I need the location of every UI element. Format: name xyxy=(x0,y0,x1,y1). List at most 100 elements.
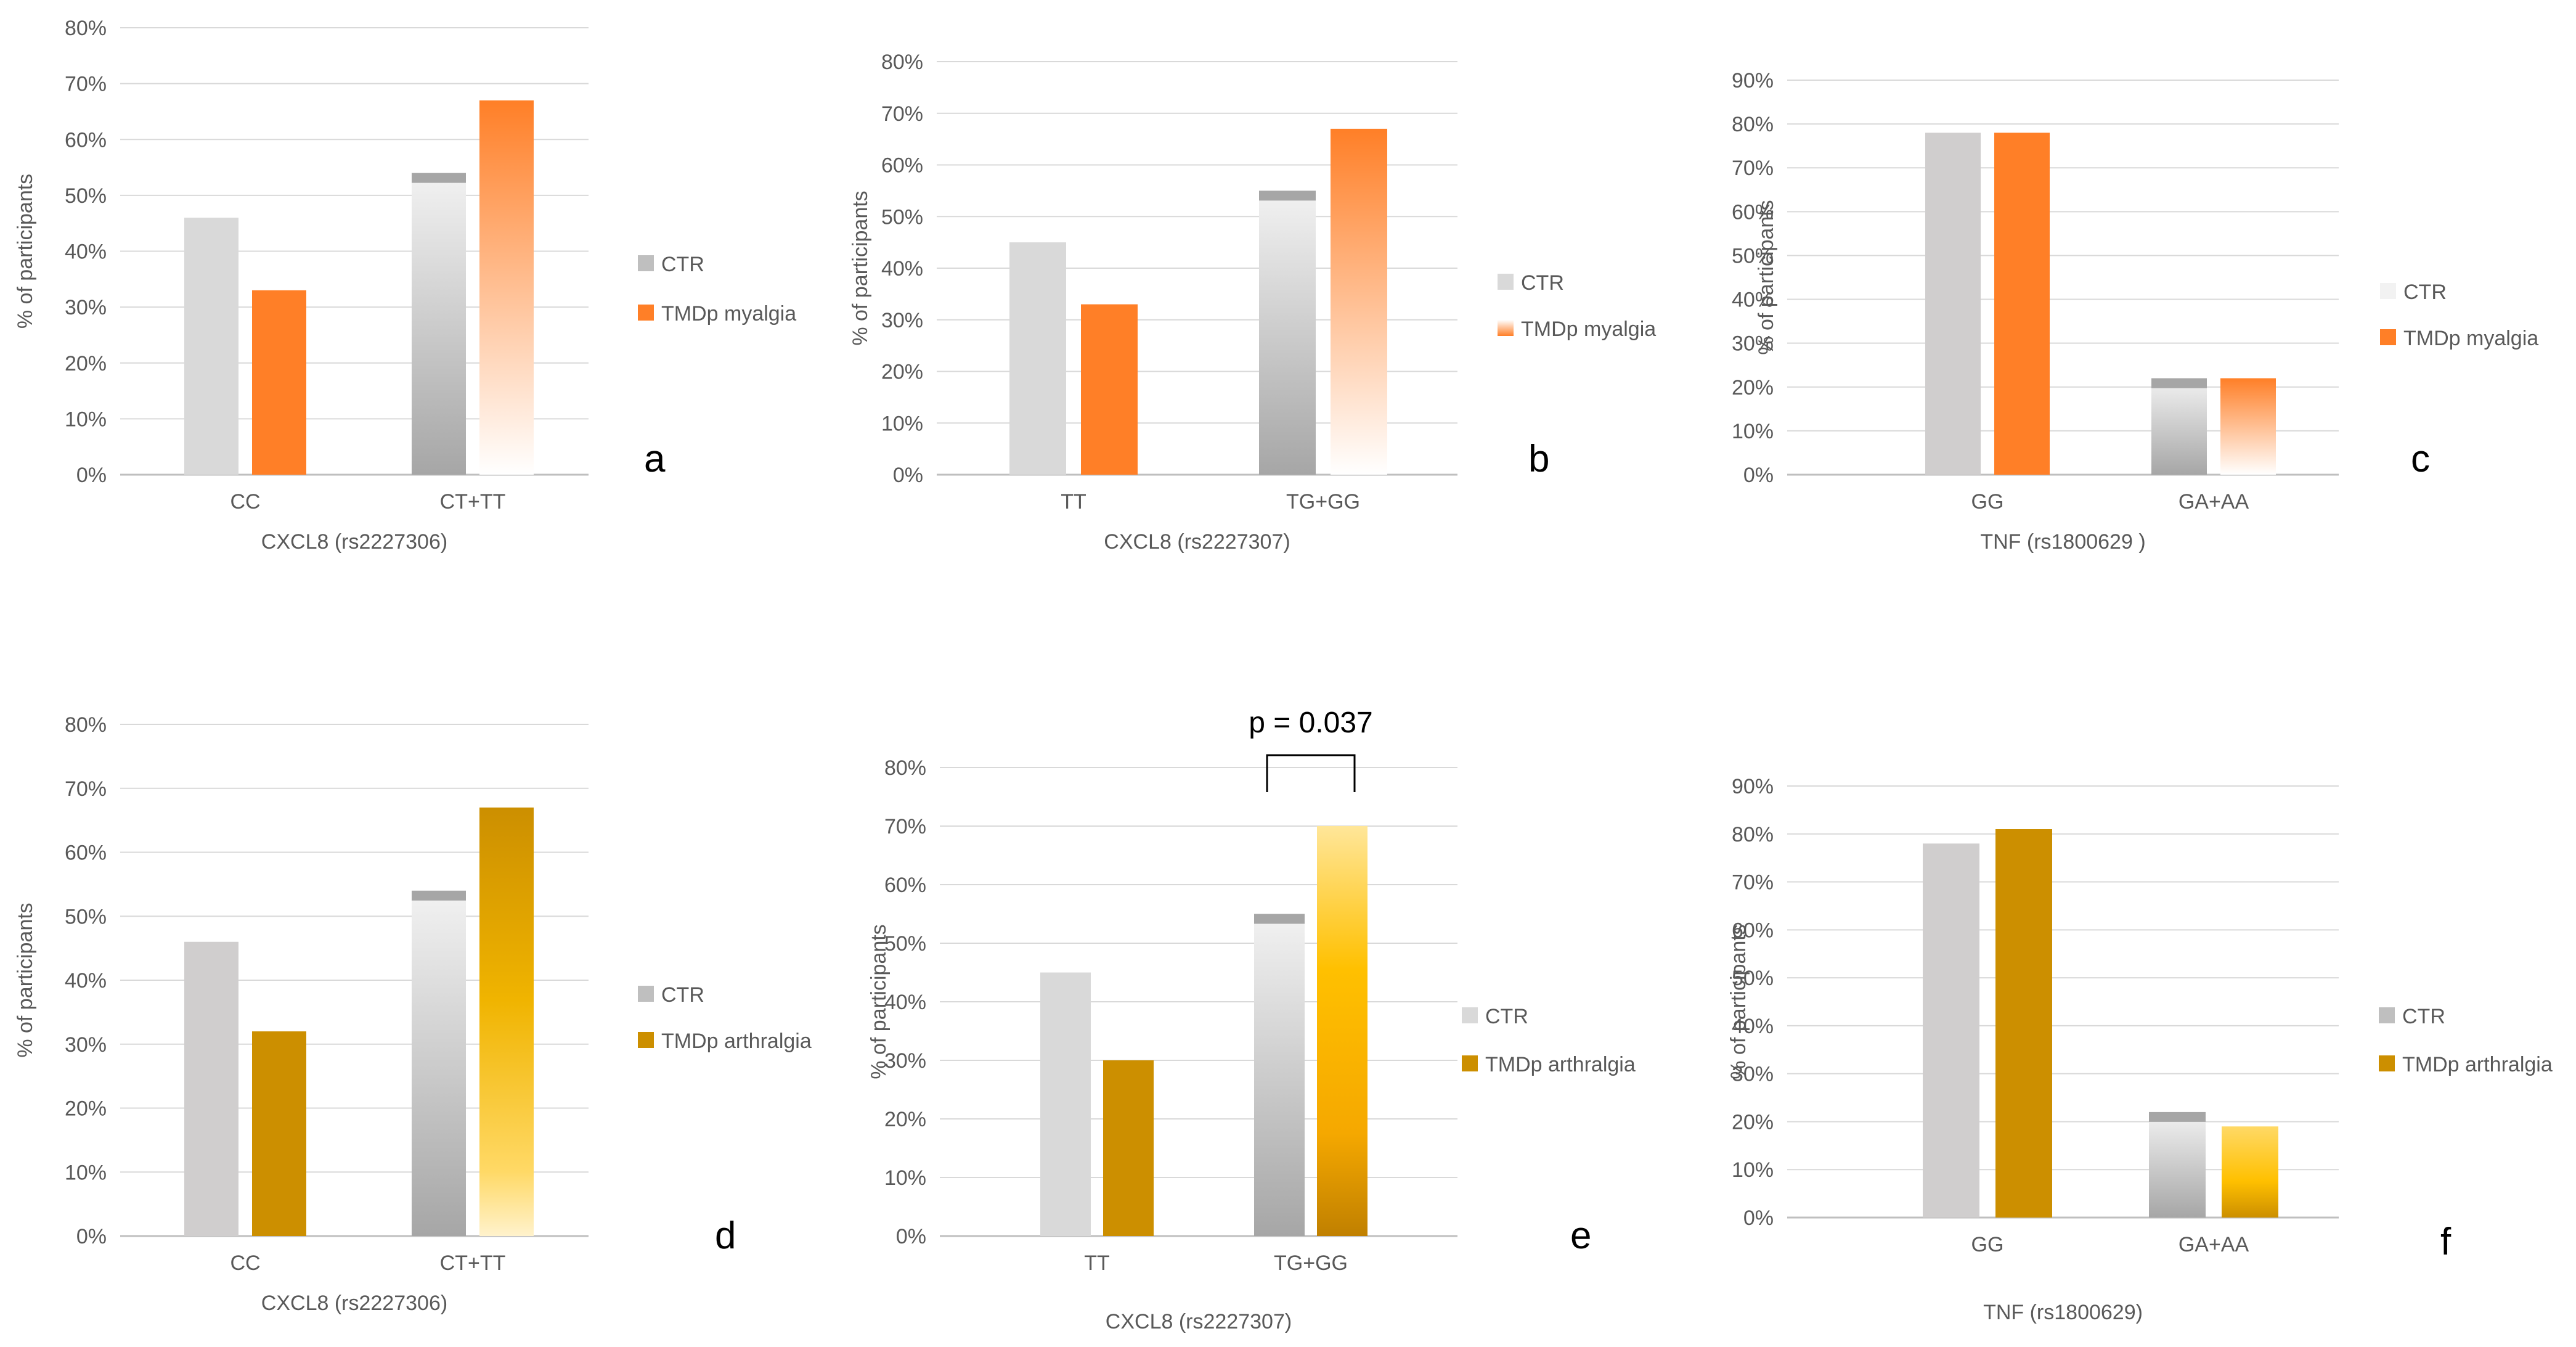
legend-label: CTR xyxy=(2402,1005,2445,1028)
bar-cap xyxy=(412,890,466,901)
y-tick-label: 0% xyxy=(1743,1206,1774,1230)
bar-cap xyxy=(412,173,466,183)
bar-tmdp xyxy=(1103,1060,1154,1236)
legend-swatch xyxy=(638,305,654,321)
x-tick-label: TT xyxy=(1084,1251,1110,1275)
y-tick-label: 40% xyxy=(1732,289,1774,312)
x-tick-label: CT+TT xyxy=(440,1251,506,1275)
bar-tmdp xyxy=(1331,128,1387,475)
y-tick-label: 80% xyxy=(881,51,923,74)
x-tick-label: TT xyxy=(1061,490,1086,514)
legend-label: CTR xyxy=(661,983,704,1007)
x-axis-label: TNF (rs1800629) xyxy=(1983,1301,2143,1324)
legend-label: TMDp arthralgia xyxy=(1485,1053,1636,1076)
bar-cap xyxy=(2151,378,2207,388)
y-tick-label: 20% xyxy=(65,1097,107,1121)
chart-panel-d: 0% 10% 20% 30% 40% 50% 60% 70% 80% % of participa… xyxy=(14,713,812,1315)
x-tick-label: TG+GG xyxy=(1274,1251,1348,1275)
y-tick-label: 60% xyxy=(881,154,923,178)
x-axis-label: TNF (rs1800629 ) xyxy=(1980,530,2145,554)
legend-label: TMDp arthralgia xyxy=(2402,1053,2553,1076)
bar-ctr xyxy=(1923,843,1979,1218)
y-tick-label: 10% xyxy=(1732,1158,1774,1182)
chart-panel-b: 0% 10% 20% 30% 40% 50% 60% 70% 80% % of participa… xyxy=(849,51,1656,554)
y-tick-label: 50% xyxy=(1732,244,1774,268)
bar-tmdp xyxy=(1994,133,2050,475)
y-tick-label: 30% xyxy=(1732,1063,1774,1086)
x-tick-label: GG xyxy=(1971,490,2004,514)
legend-label: CTR xyxy=(661,253,704,276)
legend-label: CTR xyxy=(2403,280,2447,304)
y-axis-label: % of participants xyxy=(1755,200,1778,354)
y-tick-label: 20% xyxy=(881,361,923,384)
legend-swatch xyxy=(2380,283,2396,299)
bar-tmdp xyxy=(1081,304,1138,475)
panel-label: f xyxy=(2440,1221,2452,1263)
y-axis-label: % of participants xyxy=(867,924,891,1079)
x-tick-label: CC xyxy=(230,490,260,514)
y-tick-label: 60% xyxy=(65,841,107,865)
y-tick-label: 40% xyxy=(881,257,923,280)
x-tick-label: CT+TT xyxy=(440,490,506,514)
y-axis-label: % of participants xyxy=(14,903,37,1057)
y-tick-label: 50% xyxy=(881,205,923,229)
y-tick-label: 70% xyxy=(884,815,926,838)
legend-swatch xyxy=(1462,1055,1478,1071)
y-tick-label: 60% xyxy=(1732,919,1774,942)
y-tick-label: 60% xyxy=(884,874,926,897)
y-tick-label: 70% xyxy=(65,73,107,96)
y-tick-label: 60% xyxy=(65,128,107,152)
y-tick-label: 40% xyxy=(1732,1015,1774,1038)
y-tick-label: 20% xyxy=(1732,376,1774,399)
chart-panel-a: 0% 10% 20% 30% 40% 50% 60% 70% 80% % of participa… xyxy=(14,17,796,554)
legend-swatch xyxy=(638,255,654,271)
bar-ctr xyxy=(184,218,238,475)
y-tick-label: 40% xyxy=(65,969,107,993)
panel-label: c xyxy=(2411,438,2430,480)
bar-ctr xyxy=(2149,1112,2206,1218)
x-tick-label: GA+AA xyxy=(2179,1233,2249,1256)
bar-tmdp xyxy=(252,1031,306,1236)
legend-swatch xyxy=(1498,274,1514,290)
legend-label: CTR xyxy=(1521,271,1564,295)
y-tick-label: 0% xyxy=(76,464,107,487)
bar-ctr xyxy=(412,890,466,1236)
y-tick-label: 50% xyxy=(884,932,926,956)
bar-tmdp xyxy=(2222,1126,2278,1218)
p-value-annotation: p = 0.037 xyxy=(1249,706,1373,739)
bar-ctr xyxy=(1925,133,1981,475)
legend-label: TMDp myalgia xyxy=(2403,327,2538,350)
y-tick-label: 90% xyxy=(1732,775,1774,798)
bar-tmdp xyxy=(1995,829,2052,1218)
y-tick-label: 50% xyxy=(65,184,107,208)
y-tick-label: 70% xyxy=(1732,871,1774,895)
bar-ctr xyxy=(1254,914,1305,1236)
panel-label: e xyxy=(1570,1214,1591,1257)
chart-panel-e: 0% 10% 20% 30% 40% 50% 60% 70% 80% % of participa… xyxy=(867,706,1636,1333)
legend-label: TMDp arthralgia xyxy=(661,1030,812,1053)
y-tick-label: 10% xyxy=(65,1161,107,1184)
bar-tmdp xyxy=(2220,378,2276,475)
y-tick-label: 0% xyxy=(76,1225,107,1248)
legend-swatch xyxy=(1462,1007,1478,1023)
y-tick-label: 80% xyxy=(1732,823,1774,846)
legend-swatch xyxy=(2380,329,2396,345)
y-tick-label: 0% xyxy=(896,1225,926,1248)
y-axis-label: % of participants xyxy=(14,174,37,329)
legend-label: TMDp myalgia xyxy=(1521,317,1656,341)
bar-cap xyxy=(1259,190,1316,201)
bar-ctr xyxy=(184,941,238,1236)
chart-panel-c: 0% 10% 20% 30% 40% 50% 60% 70% 80% 90% % of partic… xyxy=(1732,69,2538,554)
legend-swatch xyxy=(2379,1055,2395,1071)
bar-tmdp xyxy=(1317,826,1367,1236)
bar-tmdp xyxy=(252,290,306,475)
y-tick-label: 20% xyxy=(65,352,107,375)
legend-swatch xyxy=(2379,1007,2395,1023)
y-tick-label: 30% xyxy=(65,296,107,319)
y-tick-label: 30% xyxy=(1732,332,1774,356)
y-tick-label: 90% xyxy=(1732,69,1774,92)
y-tick-label: 80% xyxy=(884,756,926,780)
bar-ctr xyxy=(412,173,466,475)
y-tick-label: 10% xyxy=(1732,420,1774,443)
y-tick-label: 70% xyxy=(65,777,107,801)
